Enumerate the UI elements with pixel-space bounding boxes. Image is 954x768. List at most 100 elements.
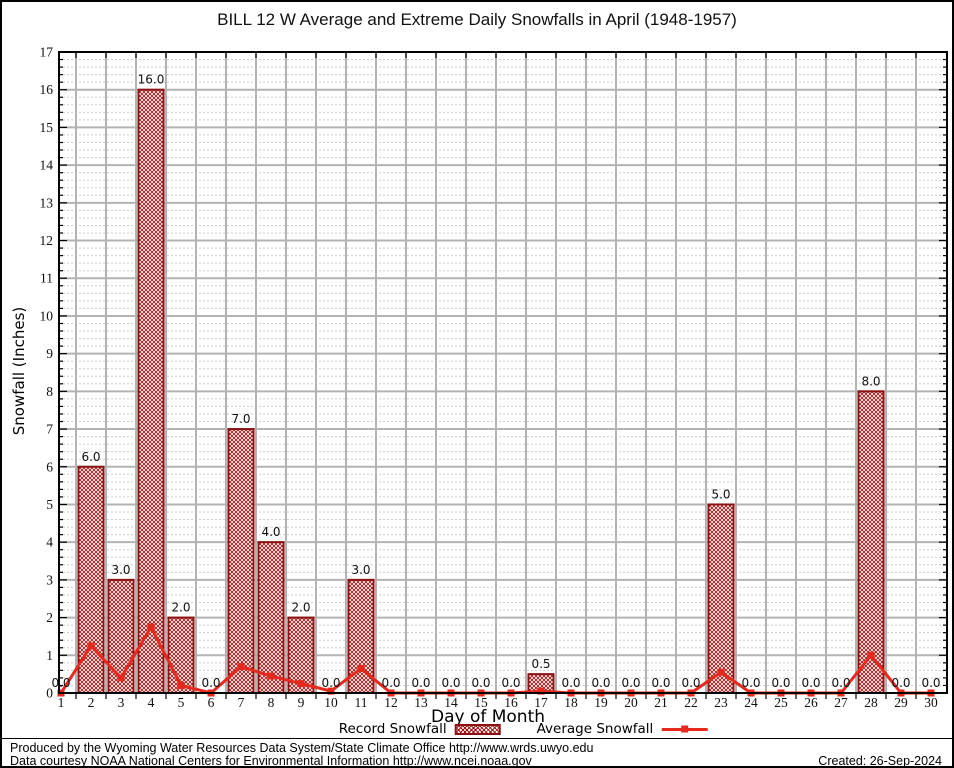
- x-tick-label: 2: [88, 695, 95, 710]
- average-point-marker: [147, 623, 155, 631]
- record-bar: [257, 541, 285, 694]
- bar-value-label: 0.0: [621, 676, 640, 690]
- bar-value-label: 0.0: [441, 676, 460, 690]
- bar-value-label: 0.5: [531, 657, 550, 671]
- x-tick-label: 25: [774, 695, 788, 710]
- y-tick-label: 9: [46, 346, 53, 361]
- bar-value-label: 2.0: [291, 601, 310, 615]
- x-tick-label: 26: [804, 695, 818, 710]
- record-bar: [707, 503, 735, 694]
- bar-value-label: 7.0: [231, 412, 250, 426]
- x-tick-label: 10: [324, 695, 338, 710]
- y-tick-label: 8: [46, 384, 53, 399]
- y-tick-label: 4: [46, 535, 53, 550]
- x-tick-label: 11: [355, 695, 368, 710]
- chart-title: BILL 12 W Average and Extreme Daily Snow…: [217, 10, 737, 29]
- x-tick-label: 18: [564, 695, 578, 710]
- bar-value-label: 0.0: [891, 676, 910, 690]
- bar-value-label: 0.0: [51, 676, 70, 690]
- average-point-marker: [117, 674, 125, 682]
- bar-value-label: 0.0: [741, 676, 760, 690]
- average-point-marker: [327, 687, 335, 695]
- bar-value-label: 0.0: [201, 676, 220, 690]
- average-point-marker: [267, 672, 275, 680]
- x-tick-label: 30: [924, 695, 938, 710]
- x-tick-label: 14: [444, 695, 458, 710]
- bar-value-label: 0.0: [411, 676, 430, 690]
- bar-value-label: 5.0: [711, 487, 730, 501]
- x-tick-label: 21: [654, 695, 668, 710]
- y-tick-label: 12: [40, 233, 54, 248]
- record-bar: [227, 428, 255, 694]
- y-tick-label: 6: [46, 459, 53, 474]
- x-tick-label: 28: [864, 695, 878, 710]
- bar-value-label: 0.0: [801, 676, 820, 690]
- bar-value-label: 3.0: [111, 563, 130, 577]
- y-tick-label: 15: [40, 120, 54, 135]
- bar-value-label: 6.0: [81, 450, 100, 464]
- x-tick-label: 5: [178, 695, 185, 710]
- plot-border: [58, 51, 948, 694]
- x-tick-label: 24: [744, 695, 758, 710]
- x-tick-label: 12: [384, 695, 398, 710]
- bar-value-label: 16.0: [138, 73, 165, 87]
- record-bar-swatch-icon: [454, 723, 501, 735]
- legend-record-label: Record Snowfall: [338, 721, 447, 737]
- average-point-marker: [237, 663, 245, 671]
- plot-frame-and-ticks: [58, 51, 948, 699]
- average-point-marker: [297, 680, 305, 688]
- bar-value-label: 3.0: [351, 563, 370, 577]
- record-bar: [137, 88, 165, 695]
- bar-value-label: 0.0: [561, 676, 580, 690]
- bar-value-label: 0.0: [471, 676, 490, 690]
- average-point-marker: [867, 651, 875, 659]
- footer-separator: [2, 738, 952, 739]
- y-tick-label: 16: [40, 82, 54, 97]
- x-tick-label: 29: [894, 695, 908, 710]
- y-tick-label: 0: [46, 686, 53, 701]
- y-tick-label: 3: [46, 572, 53, 587]
- x-tick-label: 27: [834, 695, 848, 710]
- bar-value-label: 0.0: [501, 676, 520, 690]
- bar-value-label: 0.0: [651, 676, 670, 690]
- grid-major: [59, 52, 947, 693]
- x-tick-label: 15: [474, 695, 488, 710]
- footer-data-courtesy: Data courtesy NOAA National Centers for …: [10, 754, 532, 768]
- x-tick-label: 17: [534, 695, 548, 710]
- bar-value-label: 0.0: [381, 676, 400, 690]
- average-point-marker: [717, 668, 725, 676]
- x-axis-label: Day of Month: [430, 707, 546, 727]
- x-tick-label: 9: [298, 695, 305, 710]
- x-tick-label: 19: [594, 695, 608, 710]
- bar-value-label: 0.0: [321, 676, 340, 690]
- bar-value-label: 0.0: [681, 676, 700, 690]
- x-tick-label: 4: [148, 695, 155, 710]
- record-bar: [167, 616, 195, 695]
- y-tick-label: 14: [40, 158, 54, 173]
- x-tick-label: 23: [714, 695, 728, 710]
- bar-value-label: 0.0: [591, 676, 610, 690]
- bar-value-labels: 0.0 6.0 3.0 16.0 2.0 0.0 7.0 4.0 2.0 0.0 3.0 0.0 0.0…: [51, 73, 940, 690]
- y-tick-label: 13: [40, 195, 54, 210]
- x-tick-label: 7: [238, 695, 245, 710]
- x-tick-label: 16: [504, 695, 518, 710]
- y-tick-label: 5: [46, 497, 53, 512]
- y-tick-label: 7: [46, 422, 53, 437]
- y-tick-label: 2: [46, 610, 53, 625]
- bar-value-label: 0.0: [831, 676, 850, 690]
- bar-value-label: 0.0: [771, 676, 790, 690]
- legend-average-label: Average Snowfall: [536, 721, 654, 737]
- average-point-marker: [357, 664, 365, 672]
- x-tick-label: 6: [208, 695, 215, 710]
- x-tick-label: 8: [268, 695, 275, 710]
- y-tick-label: 10: [40, 308, 54, 323]
- x-tick-label: 13: [414, 695, 428, 710]
- x-tick-label: 22: [684, 695, 698, 710]
- legend: Record Snowfall Average Snowfall: [339, 721, 708, 737]
- average-point-marker: [87, 642, 95, 650]
- record-bar: [857, 390, 885, 694]
- grid-minor: [59, 59, 947, 686]
